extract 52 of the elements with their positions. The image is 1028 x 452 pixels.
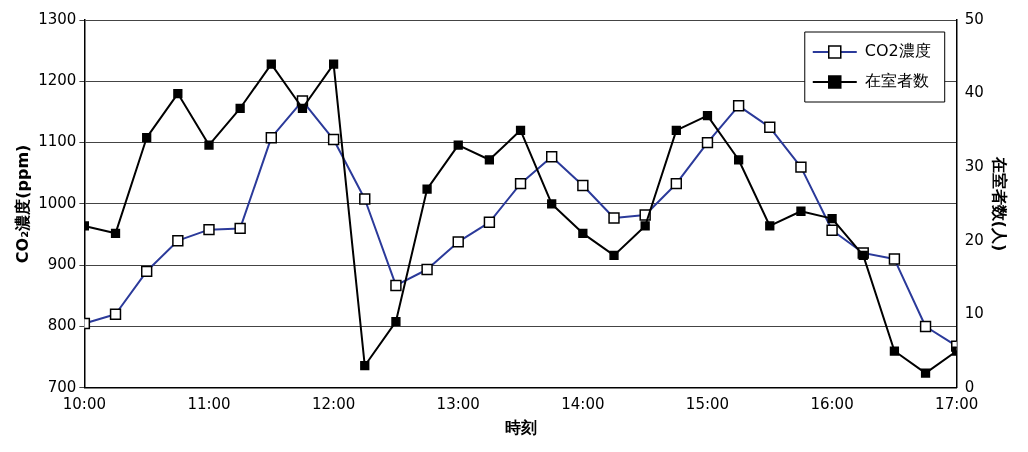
point	[453, 140, 463, 150]
y2-tick-label: 30	[964, 157, 984, 176]
x-tick-label: 11:00	[187, 394, 231, 413]
point	[796, 206, 806, 216]
x-tick-label: 17:00	[935, 394, 979, 413]
y-tick-label: 900	[47, 255, 77, 274]
x-tick-label: 16:00	[810, 394, 854, 413]
y2-tick-label: 50	[964, 9, 984, 28]
point	[173, 88, 183, 99]
legend-label: CO2濃度	[864, 41, 931, 61]
point	[609, 250, 619, 261]
point	[702, 110, 713, 121]
point	[671, 125, 681, 135]
y-tick-label: 1200	[38, 71, 77, 90]
point	[640, 221, 650, 231]
point	[422, 184, 432, 194]
y2-tick-label: 10	[964, 304, 984, 323]
x-axis-title: 時刻	[504, 417, 537, 437]
x-tick-label: 13:00	[436, 394, 480, 413]
y2-axis-title: 在室者数(人)	[990, 155, 1010, 252]
x-tick-label: 12:00	[312, 394, 356, 413]
point	[578, 228, 588, 238]
point	[391, 316, 401, 327]
point	[266, 59, 276, 69]
point	[204, 140, 214, 150]
y2-tick-label: 20	[964, 230, 984, 249]
y2-tick-label: 40	[964, 83, 984, 102]
y-tick-label: 1000	[38, 193, 77, 212]
point	[765, 221, 775, 231]
point	[733, 155, 744, 165]
point	[515, 125, 526, 135]
y-tick-label: 700	[47, 377, 77, 396]
point	[827, 213, 837, 224]
point	[920, 368, 931, 378]
point	[235, 103, 245, 113]
y-tick-label: 1100	[38, 132, 77, 151]
point	[360, 361, 370, 371]
y-tick-label: 800	[47, 316, 77, 335]
point	[328, 59, 339, 69]
y-axis-title: CO₂濃度(ppm)	[12, 144, 32, 264]
point	[889, 346, 900, 356]
legend-label: 在室者数	[864, 71, 929, 91]
x-tick-label: 10:00	[62, 394, 106, 413]
x-tick-label: 14:00	[561, 394, 605, 413]
point	[484, 155, 495, 165]
y2-tick-label: 0	[964, 377, 975, 396]
y-tick-label: 1300	[38, 9, 77, 28]
point	[297, 103, 308, 113]
point	[547, 199, 557, 209]
point	[142, 133, 152, 143]
x-tick-label: 15:00	[685, 394, 730, 413]
point	[110, 228, 121, 238]
